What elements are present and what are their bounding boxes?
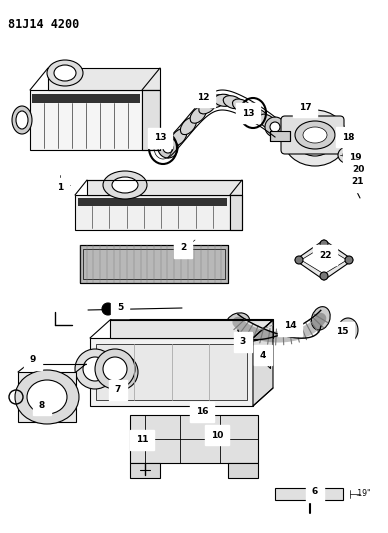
Bar <box>110 319 273 338</box>
Ellipse shape <box>112 177 138 193</box>
Ellipse shape <box>312 306 330 330</box>
Text: 20: 20 <box>352 166 364 174</box>
Text: 13: 13 <box>242 109 254 117</box>
Ellipse shape <box>226 313 249 332</box>
Bar <box>270 131 290 141</box>
Ellipse shape <box>232 331 248 353</box>
Ellipse shape <box>259 114 277 130</box>
Ellipse shape <box>338 146 362 164</box>
Ellipse shape <box>214 94 234 106</box>
Bar <box>48 68 160 90</box>
Text: 1: 1 <box>57 183 63 192</box>
Text: 18: 18 <box>342 133 354 141</box>
Ellipse shape <box>83 357 107 381</box>
Text: 3: 3 <box>240 337 246 346</box>
Ellipse shape <box>232 99 251 113</box>
Text: 14: 14 <box>284 321 296 330</box>
Bar <box>80 245 228 283</box>
Ellipse shape <box>54 65 76 81</box>
Ellipse shape <box>103 171 147 199</box>
Ellipse shape <box>102 354 138 390</box>
Bar <box>90 338 253 406</box>
Polygon shape <box>301 246 347 274</box>
Bar <box>87 180 242 195</box>
Ellipse shape <box>345 256 353 264</box>
Ellipse shape <box>320 272 328 280</box>
Text: 13: 13 <box>154 133 166 142</box>
Bar <box>130 415 258 463</box>
Ellipse shape <box>343 323 353 337</box>
Bar <box>83 249 225 279</box>
Bar <box>142 90 160 150</box>
Ellipse shape <box>295 256 303 264</box>
Text: 4: 4 <box>260 351 266 359</box>
Ellipse shape <box>199 99 216 114</box>
Text: 10: 10 <box>211 431 223 440</box>
Ellipse shape <box>47 60 83 86</box>
Text: 12: 12 <box>197 93 209 101</box>
Text: 17: 17 <box>299 102 311 111</box>
Bar <box>30 90 142 150</box>
Ellipse shape <box>303 127 327 143</box>
Ellipse shape <box>250 109 268 123</box>
Ellipse shape <box>15 370 79 424</box>
Bar <box>18 372 76 422</box>
Text: 81J14 4200: 81J14 4200 <box>8 18 79 31</box>
Polygon shape <box>253 320 273 406</box>
Bar <box>230 195 242 230</box>
Bar <box>80 245 228 283</box>
Bar <box>130 463 160 478</box>
Ellipse shape <box>190 107 206 123</box>
Text: 15: 15 <box>336 327 348 336</box>
Text: 16: 16 <box>196 408 208 416</box>
Ellipse shape <box>75 349 115 389</box>
Text: 19: 19 <box>349 152 361 161</box>
Ellipse shape <box>338 318 358 342</box>
Ellipse shape <box>265 117 285 137</box>
Text: 6: 6 <box>312 488 318 497</box>
Text: 5: 5 <box>117 303 123 312</box>
Ellipse shape <box>158 138 178 158</box>
Ellipse shape <box>110 362 130 382</box>
Ellipse shape <box>180 117 196 135</box>
Ellipse shape <box>236 336 244 348</box>
Text: 22: 22 <box>319 251 331 260</box>
Ellipse shape <box>171 129 187 146</box>
Ellipse shape <box>27 380 67 414</box>
Ellipse shape <box>12 106 32 134</box>
Text: 2: 2 <box>180 244 186 253</box>
Text: 11: 11 <box>136 435 148 445</box>
FancyBboxPatch shape <box>281 116 344 154</box>
Bar <box>228 463 258 478</box>
Bar <box>96 344 247 400</box>
Bar <box>32 94 140 103</box>
Ellipse shape <box>320 240 328 248</box>
Ellipse shape <box>95 349 135 389</box>
Text: 8: 8 <box>39 400 45 409</box>
Text: 21: 21 <box>352 177 364 187</box>
Ellipse shape <box>162 138 179 154</box>
Ellipse shape <box>295 120 335 156</box>
Ellipse shape <box>350 178 362 186</box>
Bar <box>78 198 227 206</box>
Ellipse shape <box>242 103 260 118</box>
Ellipse shape <box>283 110 347 166</box>
Ellipse shape <box>223 95 242 109</box>
Ellipse shape <box>163 143 173 153</box>
Ellipse shape <box>295 121 335 149</box>
Ellipse shape <box>102 303 114 315</box>
Text: .19": .19" <box>355 489 371 498</box>
Ellipse shape <box>206 95 225 108</box>
Ellipse shape <box>270 122 280 132</box>
Polygon shape <box>295 240 353 280</box>
Text: 9: 9 <box>30 356 36 365</box>
Bar <box>275 488 343 500</box>
Ellipse shape <box>16 111 28 129</box>
Bar <box>75 195 230 230</box>
Text: 7: 7 <box>115 385 121 394</box>
Ellipse shape <box>103 357 127 381</box>
Ellipse shape <box>343 150 357 160</box>
